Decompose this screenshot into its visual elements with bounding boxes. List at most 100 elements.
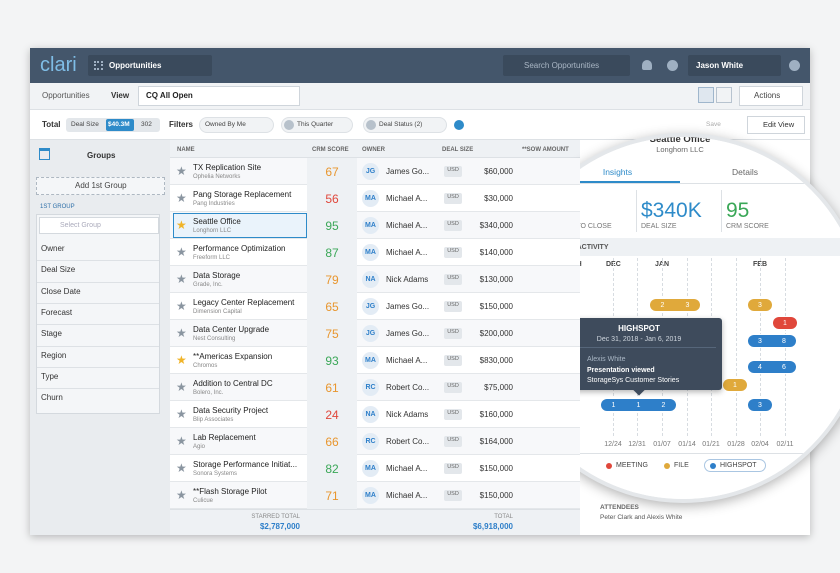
edit-view-button[interactable]: [747, 116, 805, 134]
save-button[interactable]: Save: [706, 121, 721, 128]
owner-initials: NA: [365, 276, 376, 283]
legend-dot[interactable]: [710, 463, 716, 469]
deal-name[interactable]: Data Storage: [193, 271, 241, 280]
owner-avatar: [362, 190, 379, 207]
deal-name[interactable]: Performance Optimization: [193, 244, 286, 253]
group-option[interactable]: Stage: [41, 329, 62, 339]
starred-total-label: STARRED TOTAL: [251, 514, 300, 520]
pill-count: 1: [733, 382, 737, 389]
deal-name[interactable]: TX Replication Site: [193, 163, 262, 172]
legend-dot[interactable]: [664, 463, 670, 469]
star-icon[interactable]: ★: [176, 245, 187, 259]
actions-button[interactable]: [739, 86, 803, 106]
filter-chip[interactable]: [363, 117, 447, 133]
group-option[interactable]: Forecast: [41, 307, 73, 317]
chip-remove-icon[interactable]: [284, 120, 294, 130]
deal-name[interactable]: **Americas Expansion: [193, 352, 273, 361]
owner-name: Robert Co...: [386, 383, 430, 392]
column-header[interactable]: OWNER: [362, 147, 385, 153]
add-filter[interactable]: [454, 120, 464, 130]
deal-name[interactable]: Data Security Project: [193, 406, 269, 415]
table-view-icon[interactable]: [698, 87, 714, 103]
deal-name[interactable]: Seattle Office: [193, 217, 241, 226]
pill-count: 2: [661, 402, 666, 409]
filter-chip-label: Deal Status (2): [379, 121, 423, 128]
activity-pill[interactable]: [748, 399, 772, 411]
currency-badge: [444, 247, 462, 258]
group-divider: [37, 366, 159, 368]
add-group[interactable]: Add 1st Group: [75, 181, 127, 190]
star-icon[interactable]: ★: [176, 434, 187, 448]
deal-name[interactable]: Data Center Upgrade: [193, 325, 270, 334]
column-header[interactable]: **SOW AMOUNT: [522, 147, 569, 153]
group-option[interactable]: Owner: [41, 244, 65, 253]
deal-size: $150,000: [479, 302, 513, 311]
activity-pill[interactable]: [601, 399, 676, 411]
week: 02/11: [776, 441, 794, 448]
deal-name[interactable]: Storage Performance Initiat...: [193, 460, 298, 469]
star-icon[interactable]: ★: [176, 461, 187, 475]
tooltip-title: HIGHSPOT: [618, 324, 660, 333]
group-option[interactable]: Type: [41, 371, 59, 381]
app-name[interactable]: Opportunities: [109, 61, 162, 70]
star-icon[interactable]: ★: [176, 380, 187, 394]
group-option[interactable]: Region: [41, 350, 67, 360]
star-icon[interactable]: ★: [176, 326, 187, 340]
star-icon[interactable]: ★: [176, 191, 187, 205]
star-icon[interactable]: ★: [176, 218, 187, 232]
owner-name: Robert Co...: [386, 437, 430, 446]
legend-highlight[interactable]: [704, 459, 766, 472]
tab[interactable]: Details: [732, 167, 758, 177]
view-name[interactable]: CQ All Open: [146, 91, 193, 100]
tabs-divider: [540, 183, 840, 184]
activity-pill[interactable]: [773, 317, 797, 329]
actions[interactable]: Actions: [754, 91, 781, 100]
bell-icon[interactable]: [642, 60, 652, 70]
activity-pill[interactable]: [723, 379, 747, 391]
legend-dot[interactable]: [606, 463, 612, 469]
settings-icon[interactable]: [789, 60, 800, 71]
app-switcher[interactable]: [88, 55, 212, 76]
column-header[interactable]: CRM SCORE: [312, 147, 349, 153]
breadcrumb[interactable]: Opportunities: [42, 91, 90, 100]
activity-pill[interactable]: [748, 361, 796, 373]
insight-subtitle: Longhorn LLC: [656, 145, 704, 154]
deal-name[interactable]: Legacy Center Replacement: [193, 298, 295, 307]
filter-chip[interactable]: [199, 117, 274, 133]
deal-name[interactable]: Pang Storage Replacement: [193, 190, 292, 199]
star-icon[interactable]: ★: [176, 488, 187, 502]
star-icon[interactable]: ★: [176, 272, 187, 286]
help-icon[interactable]: [667, 60, 678, 71]
activity-pill[interactable]: [748, 299, 772, 311]
user-menu[interactable]: [688, 55, 781, 76]
filter-chip[interactable]: [281, 117, 353, 133]
view-select[interactable]: [138, 86, 300, 106]
owner-initials: MA: [365, 195, 376, 202]
column-header[interactable]: NAME: [177, 147, 195, 153]
activity-pill[interactable]: [748, 335, 796, 347]
star-icon[interactable]: ★: [176, 164, 187, 178]
group-option[interactable]: Churn: [41, 393, 63, 403]
column-header[interactable]: DEAL SIZE: [442, 147, 474, 153]
select-group[interactable]: [39, 217, 159, 234]
group-option[interactable]: Deal Size: [41, 265, 76, 275]
group-option[interactable]: Close Date: [41, 286, 81, 296]
card-view-icon[interactable]: [716, 87, 732, 103]
activity-pill[interactable]: [650, 299, 700, 311]
crm-score: 67: [325, 165, 339, 179]
search-box[interactable]: [503, 55, 630, 76]
owner-initials: RC: [365, 438, 376, 445]
selected-outline[interactable]: [173, 213, 307, 238]
deal-name[interactable]: **Flash Storage Pilot: [193, 487, 267, 496]
tab[interactable]: Insights: [602, 167, 633, 177]
star-icon[interactable]: ★: [176, 299, 187, 313]
calendar-icon[interactable]: [39, 148, 50, 160]
add-group-box[interactable]: [36, 177, 165, 195]
star-icon[interactable]: ★: [176, 353, 187, 367]
user-name[interactable]: Jason White: [696, 61, 744, 70]
deal-name[interactable]: Addition to Central DC: [193, 379, 273, 388]
star-icon[interactable]: ★: [176, 407, 187, 421]
edit-view[interactable]: Edit View: [763, 120, 795, 129]
chip-remove-icon[interactable]: [366, 120, 376, 130]
deal-name[interactable]: Lab Replacement: [193, 433, 256, 442]
